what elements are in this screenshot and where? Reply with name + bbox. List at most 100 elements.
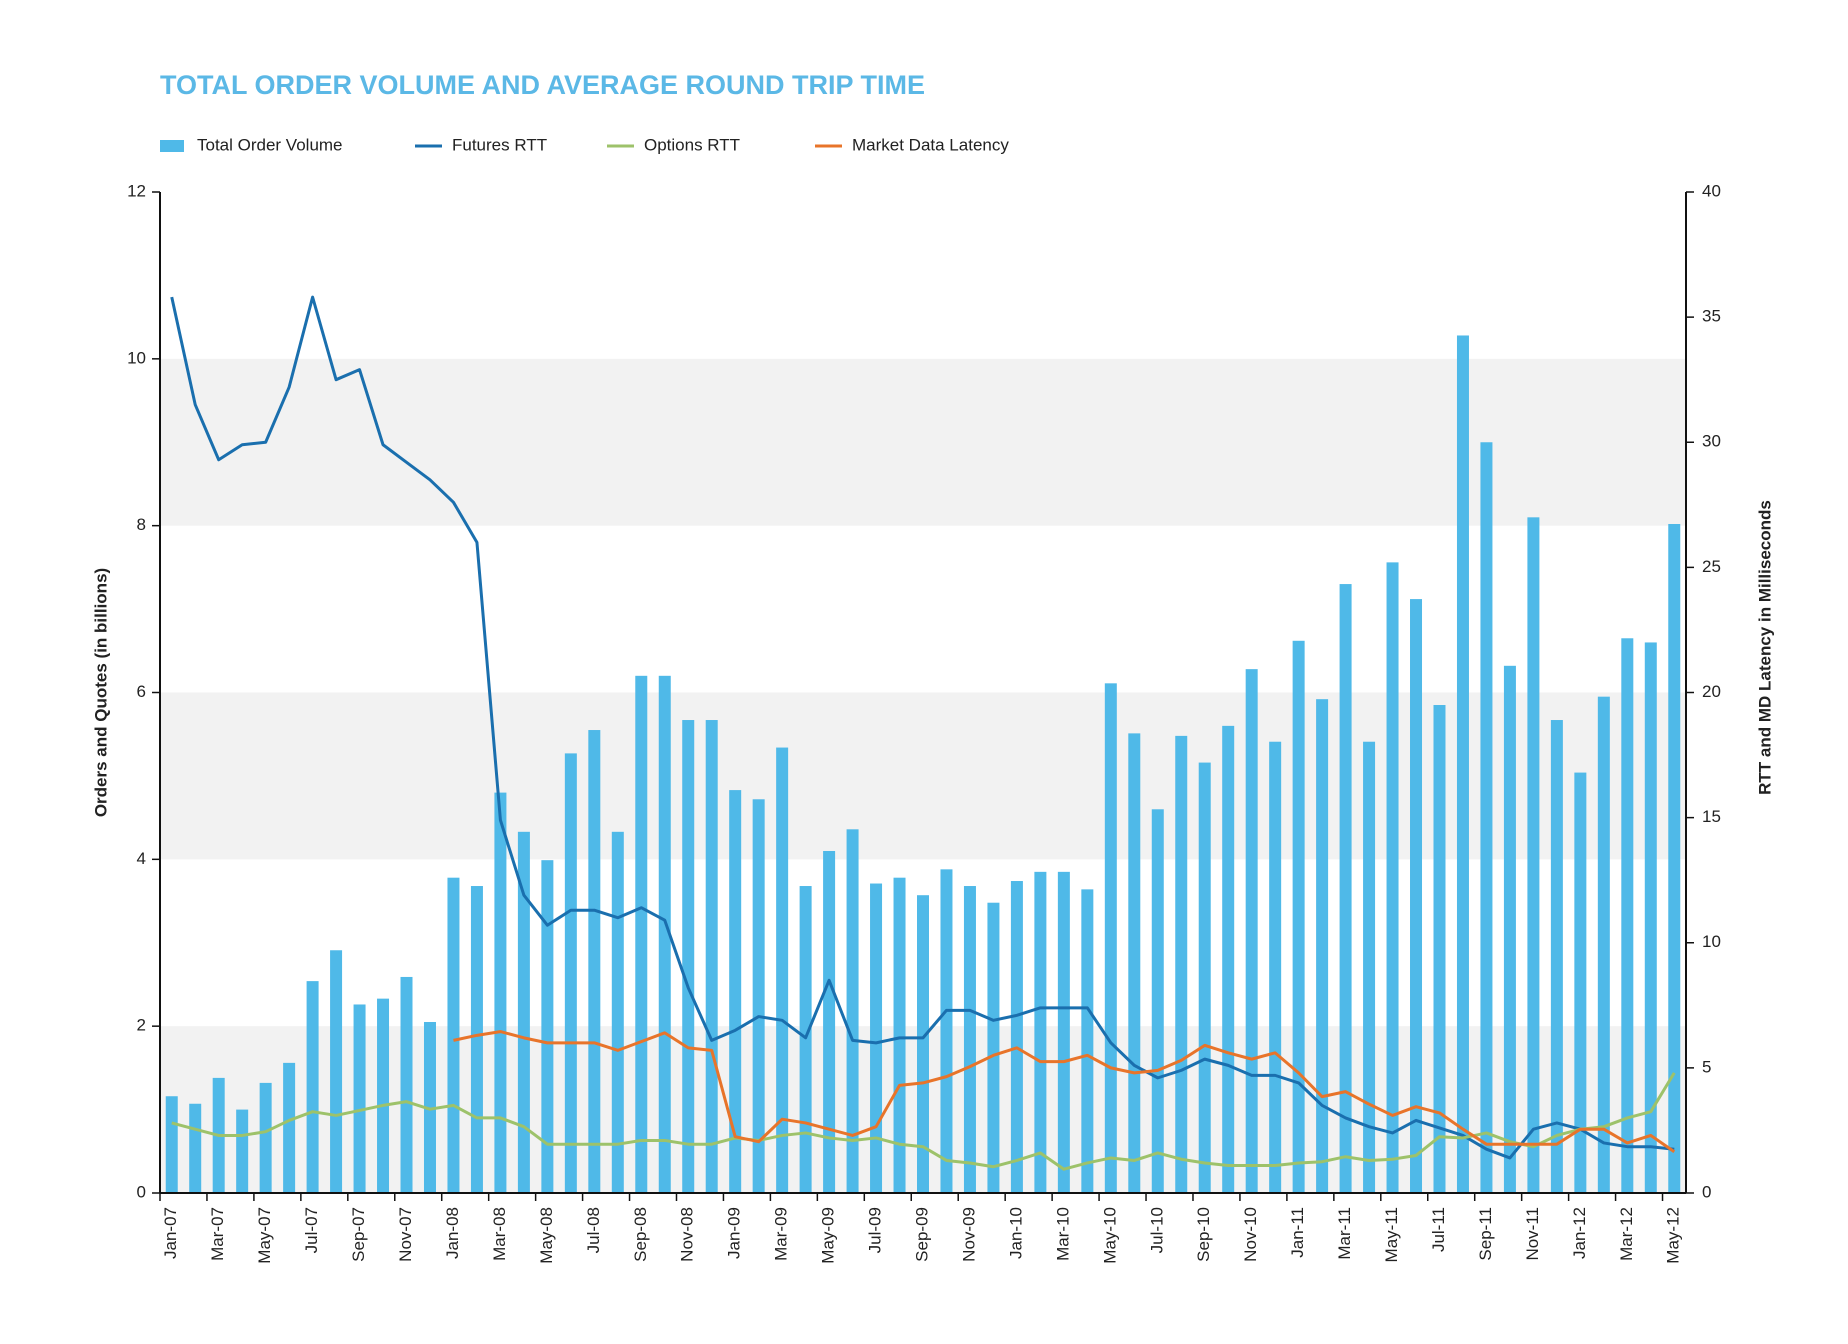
x-tick-label: Nov-10 xyxy=(1241,1207,1260,1262)
line xyxy=(453,1030,1676,1153)
x-tick-label: Jul-09 xyxy=(866,1207,885,1253)
x-tick-label: Jul-08 xyxy=(584,1207,603,1253)
bar xyxy=(1198,762,1211,1193)
bar xyxy=(400,976,413,1193)
bar xyxy=(799,886,812,1193)
x-tick-label: May-12 xyxy=(1664,1207,1683,1264)
bar xyxy=(1597,696,1610,1193)
bar xyxy=(1269,741,1282,1193)
bar xyxy=(1245,669,1258,1193)
bar xyxy=(752,799,765,1193)
x-tick-label: May-11 xyxy=(1382,1207,1401,1262)
x-tick-label: Nov-11 xyxy=(1523,1207,1542,1261)
y-tick-label: 4 xyxy=(137,849,146,868)
x-tick-label: Sep-08 xyxy=(631,1207,650,1262)
y2-tick-label: 5 xyxy=(1702,1057,1711,1076)
line xyxy=(170,295,1675,1160)
x-tick-label: Jul-11 xyxy=(1429,1207,1448,1252)
y-tick-label: 12 xyxy=(127,181,146,200)
bar xyxy=(1527,517,1540,1193)
bar xyxy=(611,831,624,1193)
x-tick-label: Mar-09 xyxy=(772,1207,791,1261)
bar xyxy=(1128,733,1141,1193)
x-tick-label: Sep-10 xyxy=(1194,1207,1213,1262)
y2-tick-label: 30 xyxy=(1702,432,1721,451)
bar xyxy=(541,860,554,1193)
bar xyxy=(377,998,390,1193)
x-tick-label: Jan-12 xyxy=(1570,1207,1589,1259)
y-tick-label: 10 xyxy=(127,348,146,367)
bar xyxy=(494,792,507,1193)
legend-label: Market Data Latency xyxy=(852,135,1009,154)
bar xyxy=(1034,871,1047,1193)
bar xyxy=(236,1109,249,1193)
x-tick-label: May-09 xyxy=(819,1207,838,1264)
bar xyxy=(1316,699,1329,1193)
bar xyxy=(1010,881,1023,1193)
bar xyxy=(1456,335,1469,1193)
bar xyxy=(1057,871,1070,1193)
bar xyxy=(1410,599,1423,1193)
x-tick-label: Sep-07 xyxy=(349,1207,368,1262)
x-tick-label: Nov-08 xyxy=(678,1207,697,1262)
y2-tick-label: 10 xyxy=(1702,932,1721,951)
bar xyxy=(470,886,483,1193)
bar xyxy=(917,895,929,1193)
grid-band xyxy=(160,692,1686,860)
x-tick-label: Sep-09 xyxy=(912,1207,931,1262)
bar xyxy=(1550,720,1563,1193)
grid-band xyxy=(160,358,1686,526)
bar xyxy=(259,1082,272,1193)
bar xyxy=(1363,741,1376,1193)
x-tick-label: Jul-10 xyxy=(1147,1207,1166,1253)
bar xyxy=(517,831,530,1193)
x-tick-label: Mar-12 xyxy=(1617,1207,1636,1261)
bar xyxy=(1644,642,1657,1193)
x-tick-label: Mar-11 xyxy=(1335,1207,1354,1260)
y-tick-label: 6 xyxy=(137,682,146,701)
bar xyxy=(870,883,883,1193)
x-tick-label: May-08 xyxy=(537,1207,556,1264)
x-tick-label: Mar-08 xyxy=(490,1207,509,1261)
bar xyxy=(1151,809,1164,1193)
bar xyxy=(1480,442,1493,1193)
bar xyxy=(306,981,319,1193)
y2-tick-label: 40 xyxy=(1702,181,1721,200)
bar xyxy=(330,950,343,1193)
bar xyxy=(963,886,976,1193)
bar xyxy=(705,720,718,1193)
x-tick-label: Jan-09 xyxy=(725,1207,744,1259)
bar xyxy=(588,730,601,1193)
bar xyxy=(1574,772,1587,1193)
x-tick-label: Mar-07 xyxy=(208,1207,227,1261)
y2-tick-label: 25 xyxy=(1702,557,1721,576)
y2-tick-label: 0 xyxy=(1702,1182,1711,1201)
bar xyxy=(1386,562,1399,1193)
bar xyxy=(1104,683,1117,1193)
bar xyxy=(846,829,859,1193)
x-tick-label: Jan-07 xyxy=(161,1207,180,1259)
chart-title: TOTAL ORDER VOLUME AND AVERAGE ROUND TRI… xyxy=(160,70,925,100)
x-tick-label: Jan-08 xyxy=(443,1207,462,1259)
bar xyxy=(729,790,742,1193)
bar xyxy=(353,1004,366,1193)
bar xyxy=(564,753,577,1193)
x-tick-label: May-07 xyxy=(255,1207,274,1264)
x-tick-label: Jan-11 xyxy=(1288,1207,1307,1258)
bar xyxy=(1175,735,1188,1193)
x-tick-label: Jul-07 xyxy=(302,1207,321,1253)
y2-axis-title: RTT and MD Latency in Milliseconds xyxy=(1755,500,1774,795)
bar xyxy=(1222,725,1235,1193)
x-tick-label: Nov-07 xyxy=(396,1207,415,1262)
x-tick-label: Mar-10 xyxy=(1053,1207,1072,1261)
line xyxy=(171,1072,1676,1171)
x-tick-label: Jan-10 xyxy=(1006,1207,1025,1259)
x-tick-label: Nov-09 xyxy=(959,1207,978,1262)
y-tick-label: 2 xyxy=(137,1016,146,1035)
bar xyxy=(1433,705,1446,1193)
bar xyxy=(987,902,1000,1193)
legend-label: Options RTT xyxy=(644,135,740,154)
bar xyxy=(893,877,906,1193)
